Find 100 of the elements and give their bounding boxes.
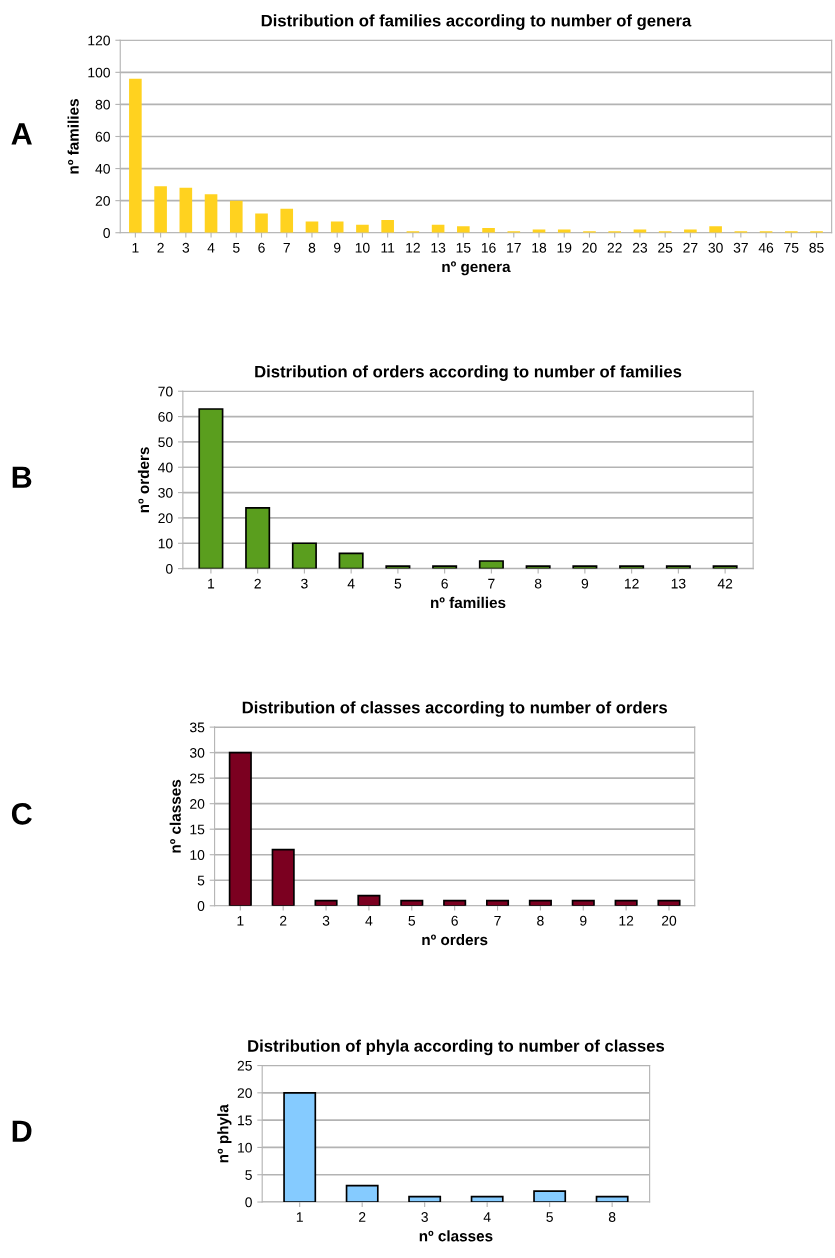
- x-axis-title: nº genera: [442, 261, 511, 276]
- x-tick-label: 4: [207, 242, 215, 253]
- y-tick-label: 20: [190, 799, 205, 809]
- bar: [408, 1195, 442, 1203]
- x-tick-label: 42: [717, 578, 733, 589]
- bar: [330, 221, 344, 233]
- x-tick-label: 8: [534, 578, 542, 589]
- x-tick-label: 12: [619, 915, 634, 926]
- y-tick-label: 0: [245, 1197, 252, 1208]
- bar: [198, 408, 224, 569]
- y-tick-label: 50: [158, 437, 173, 448]
- y-tick-label: 0: [165, 563, 173, 574]
- bar: [245, 506, 271, 569]
- bar: [619, 565, 645, 569]
- y-tick-label: 25: [190, 773, 205, 784]
- x-tick-label: 1: [208, 578, 215, 589]
- bar: [385, 565, 411, 569]
- bar: [432, 565, 458, 569]
- chart-title: Distribution of orders according to number of families: [255, 365, 682, 381]
- y-tick-label: 20: [237, 1088, 252, 1098]
- bar: [271, 848, 295, 906]
- y-tick-label: 0: [197, 901, 205, 911]
- x-tick-label: 1: [296, 1212, 303, 1222]
- x-tick-label: 8: [537, 915, 544, 926]
- x-tick-label: 27: [683, 242, 698, 253]
- y-axis-title: nº families: [67, 99, 79, 174]
- x-tick-label: 5: [394, 578, 402, 589]
- x-tick-label: 6: [451, 915, 458, 926]
- x-tick-label: 37: [733, 242, 748, 253]
- x-tick-label: 85: [809, 242, 824, 253]
- x-tick-label: 2: [157, 242, 164, 253]
- x-tick-label: 10: [355, 242, 370, 253]
- x-tick-label: 75: [784, 242, 799, 253]
- x-tick-label: 25: [658, 242, 673, 253]
- bar: [255, 213, 268, 233]
- y-tick-label: 120: [88, 35, 110, 46]
- text: D: [12, 1120, 32, 1142]
- y-tick-label: 60: [158, 411, 173, 422]
- bar: [381, 219, 394, 233]
- bar: [525, 565, 551, 569]
- bar: [457, 226, 470, 233]
- text: A: [11, 123, 32, 145]
- bar: [129, 78, 142, 233]
- x-tick-label: 1: [237, 915, 244, 926]
- y-tick-label: 100: [88, 67, 110, 78]
- x-tick-label: 13: [431, 242, 446, 253]
- y-tick-label: 20: [158, 513, 173, 524]
- y-tick-label: 15: [190, 824, 205, 835]
- chart-title: Distribution of phyla according to number of classes: [248, 1039, 665, 1056]
- x-tick-label: 5: [546, 1212, 553, 1222]
- x-tick-label: 18: [532, 242, 547, 253]
- chart-title: Distribution of families according to number of genera: [261, 14, 692, 30]
- y-tick-label: 70: [158, 386, 173, 397]
- x-tick-label: 2: [359, 1212, 366, 1222]
- chart-title: Distribution of classes according to number of orders: [242, 701, 667, 717]
- bar: [533, 1190, 567, 1203]
- text: B: [12, 466, 32, 488]
- x-tick-label: 6: [258, 242, 265, 253]
- x-tick-label: 8: [608, 1212, 616, 1222]
- y-tick-label: 40: [158, 462, 173, 473]
- x-tick-label: 19: [557, 242, 572, 253]
- bar: [154, 186, 167, 233]
- bar: [478, 560, 504, 569]
- bar: [280, 208, 294, 233]
- bar: [179, 187, 193, 233]
- x-tick-label: 11: [381, 242, 395, 253]
- bar: [283, 1091, 317, 1203]
- x-tick-label: 12: [406, 242, 420, 253]
- y-axis-title: nº phyla: [217, 1104, 232, 1163]
- y-tick-label: 30: [158, 487, 173, 498]
- bar: [345, 1184, 379, 1203]
- x-tick-label: 7: [494, 915, 501, 926]
- y-tick-label: 40: [95, 163, 110, 174]
- x-tick-label: 3: [301, 578, 308, 589]
- y-tick-label: 35: [189, 722, 205, 733]
- bar: [709, 226, 722, 233]
- y-tick-label: 5: [197, 875, 205, 886]
- bar: [338, 552, 364, 569]
- y-tick-label: 80: [95, 99, 110, 110]
- bar: [228, 751, 252, 906]
- bar: [291, 542, 317, 569]
- x-tick-label: 7: [283, 242, 290, 253]
- x-tick-label: 20: [582, 242, 597, 253]
- x-tick-label: 13: [671, 578, 686, 589]
- x-tick-label: 9: [333, 242, 341, 253]
- y-tick-label: 10: [158, 538, 173, 549]
- x-tick-label: 8: [308, 242, 316, 253]
- x-tick-label: 4: [483, 1212, 491, 1222]
- y-tick-label: 5: [245, 1170, 252, 1180]
- bar: [470, 1195, 504, 1203]
- bar: [229, 200, 243, 233]
- x-tick-label: 3: [421, 1212, 428, 1222]
- x-tick-label: 16: [481, 242, 496, 253]
- x-tick-label: 20: [661, 915, 677, 926]
- x-tick-label: 23: [632, 242, 648, 253]
- x-tick-label: 4: [347, 578, 355, 589]
- y-tick-label: 60: [95, 131, 110, 142]
- y-tick-label: 30: [189, 747, 205, 758]
- x-axis-title: nº orders: [422, 933, 488, 946]
- bar: [204, 194, 218, 233]
